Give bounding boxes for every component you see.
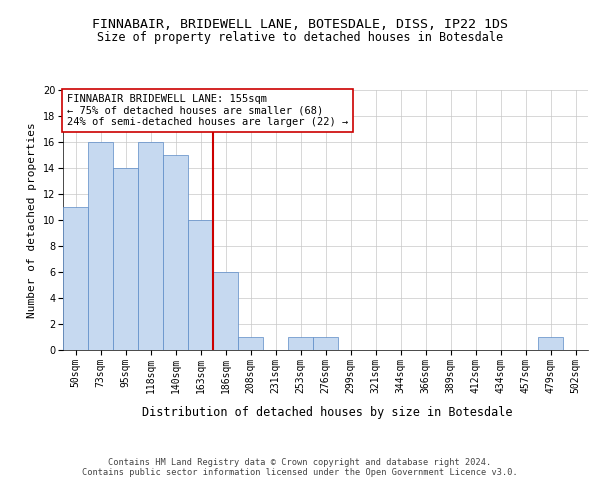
Bar [63,207,88,350]
Bar [288,337,313,350]
Bar [188,220,213,350]
Bar [163,155,188,350]
Text: FINNABAIR BRIDEWELL LANE: 155sqm
← 75% of detached houses are smaller (68)
24% o: FINNABAIR BRIDEWELL LANE: 155sqm ← 75% o… [67,94,348,127]
Bar [113,168,138,350]
Bar [238,337,263,350]
Text: Size of property relative to detached houses in Botesdale: Size of property relative to detached ho… [97,31,503,44]
Text: FINNABAIR, BRIDEWELL LANE, BOTESDALE, DISS, IP22 1DS: FINNABAIR, BRIDEWELL LANE, BOTESDALE, DI… [92,18,508,30]
Y-axis label: Number of detached properties: Number of detached properties [28,122,37,318]
Bar [138,142,163,350]
Bar [313,337,338,350]
Bar [213,272,238,350]
Text: Distribution of detached houses by size in Botesdale: Distribution of detached houses by size … [142,406,512,419]
Text: Contains HM Land Registry data © Crown copyright and database right 2024.
Contai: Contains HM Land Registry data © Crown c… [82,458,518,477]
Bar [88,142,113,350]
Bar [538,337,563,350]
